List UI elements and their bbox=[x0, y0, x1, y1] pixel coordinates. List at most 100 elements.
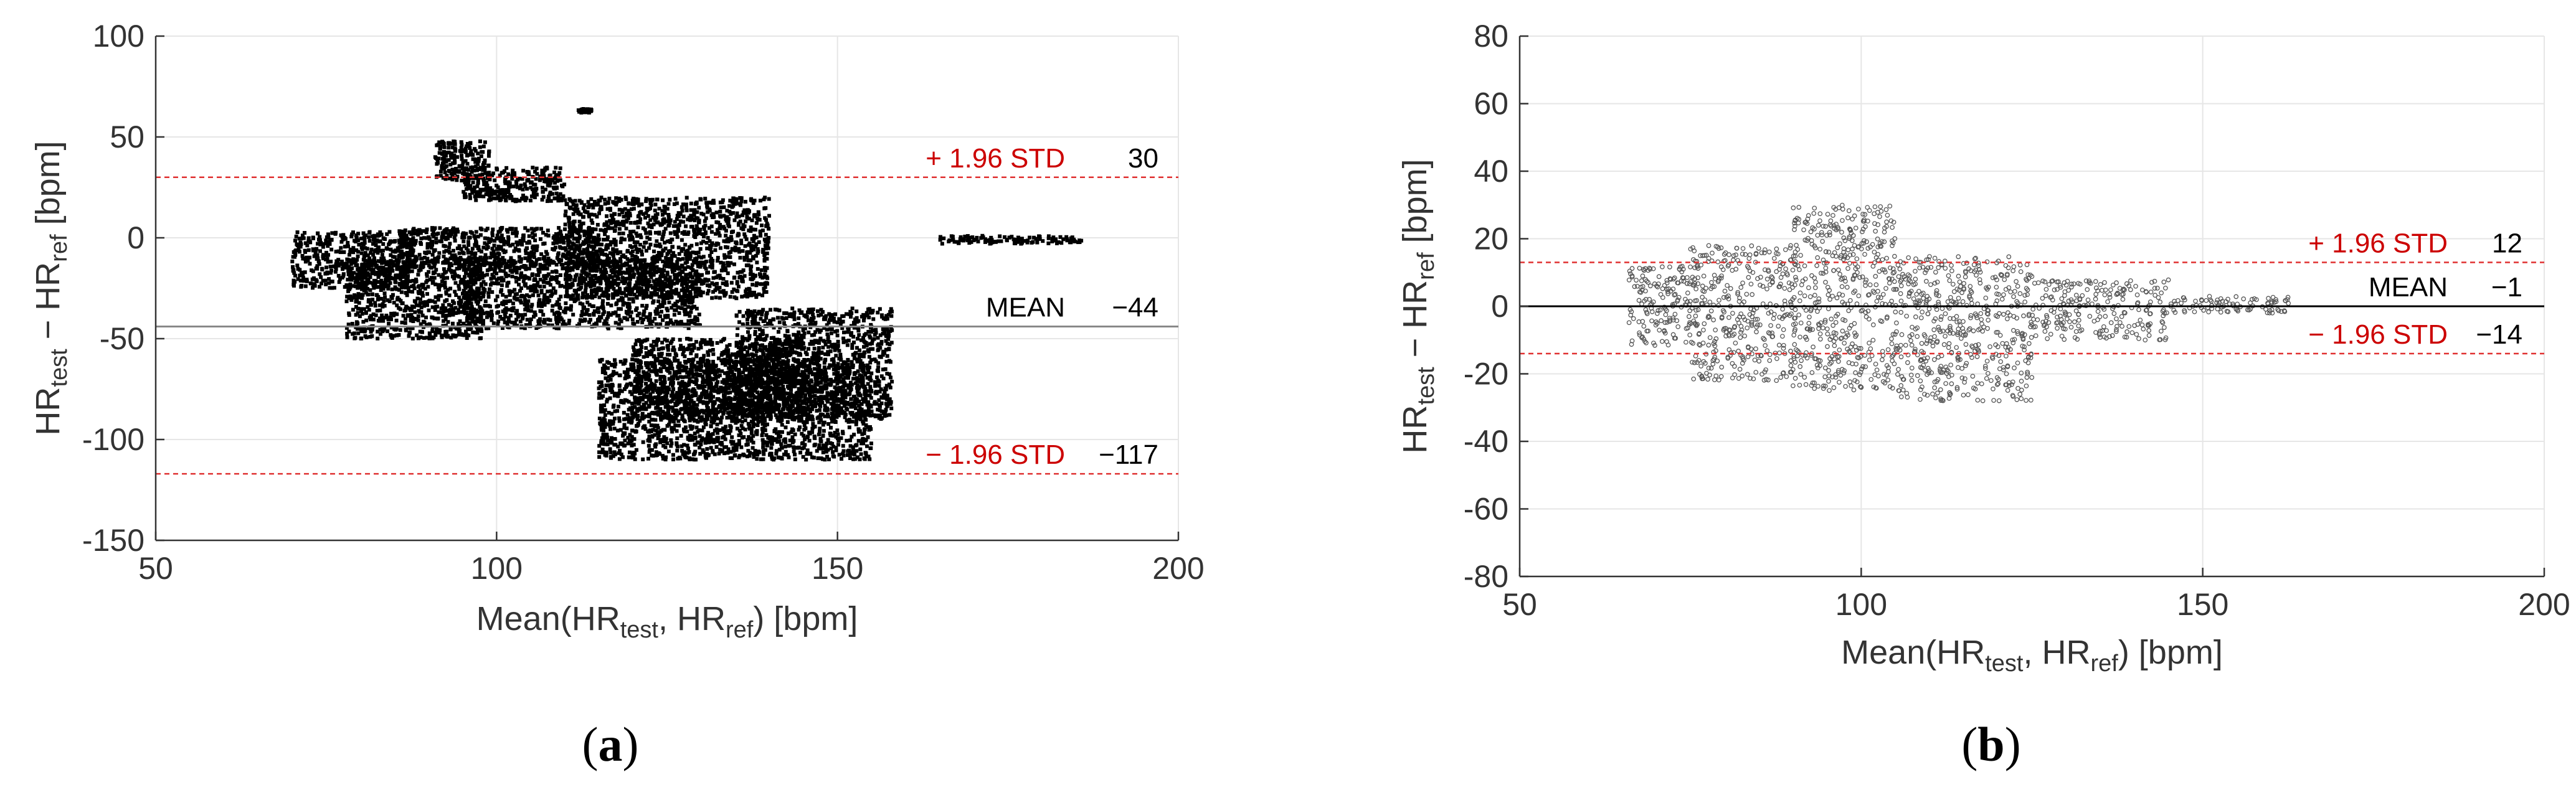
data-point bbox=[476, 294, 480, 298]
data-point bbox=[520, 293, 524, 298]
data-point bbox=[366, 266, 371, 271]
data-point bbox=[849, 450, 853, 454]
data-point bbox=[377, 259, 381, 263]
data-point bbox=[554, 311, 559, 315]
data-point bbox=[475, 302, 480, 306]
data-point bbox=[457, 266, 462, 271]
data-point bbox=[360, 312, 364, 316]
data-point bbox=[445, 260, 450, 265]
data-point bbox=[420, 261, 424, 265]
data-point bbox=[754, 245, 758, 249]
data-point bbox=[490, 318, 494, 322]
data-point bbox=[595, 256, 600, 260]
data-point bbox=[575, 273, 579, 277]
data-point bbox=[681, 281, 686, 286]
data-point bbox=[710, 281, 714, 285]
data-point bbox=[523, 303, 527, 307]
data-point bbox=[765, 237, 770, 241]
data-point bbox=[416, 273, 420, 277]
data-point bbox=[491, 262, 495, 266]
data-point bbox=[594, 202, 599, 207]
data-point bbox=[703, 441, 708, 445]
data-point bbox=[764, 206, 768, 210]
data-point bbox=[428, 298, 432, 303]
data-point bbox=[624, 197, 628, 202]
data-point bbox=[568, 235, 572, 239]
data-point bbox=[664, 455, 668, 459]
data-point bbox=[379, 288, 383, 292]
data-point bbox=[674, 303, 678, 308]
data-point bbox=[624, 227, 628, 231]
data-point bbox=[386, 298, 390, 303]
data-point bbox=[724, 233, 728, 238]
data-point bbox=[344, 284, 349, 289]
data-point bbox=[762, 253, 767, 257]
data-point bbox=[511, 259, 515, 263]
data-point bbox=[575, 207, 580, 212]
data-point bbox=[485, 315, 489, 319]
data-point bbox=[363, 246, 367, 250]
data-point bbox=[340, 275, 344, 280]
data-point bbox=[476, 316, 480, 321]
data-point bbox=[719, 260, 723, 265]
data-point bbox=[319, 275, 323, 280]
data-point bbox=[618, 269, 622, 273]
data-point bbox=[670, 430, 675, 434]
data-point bbox=[473, 251, 478, 255]
data-point bbox=[677, 311, 681, 315]
data-point bbox=[530, 263, 534, 268]
data-point bbox=[312, 276, 316, 280]
data-point bbox=[720, 380, 724, 384]
data-point bbox=[708, 243, 713, 248]
data-point bbox=[573, 254, 577, 258]
data-point bbox=[556, 238, 560, 242]
data-point bbox=[410, 326, 415, 331]
data-point bbox=[595, 269, 599, 273]
data-point bbox=[518, 289, 522, 293]
data-point bbox=[466, 243, 471, 247]
data-point bbox=[738, 255, 742, 260]
data-point bbox=[524, 251, 528, 255]
data-point bbox=[312, 254, 316, 258]
data-point bbox=[851, 447, 855, 451]
data-point bbox=[545, 266, 549, 271]
data-point bbox=[699, 442, 703, 446]
data-point bbox=[718, 246, 722, 250]
data-point bbox=[684, 195, 689, 200]
data-point bbox=[563, 213, 567, 217]
data-point bbox=[624, 211, 628, 215]
data-point bbox=[362, 280, 367, 284]
data-point bbox=[616, 281, 620, 286]
data-point bbox=[680, 388, 684, 393]
data-point bbox=[443, 306, 448, 311]
data-point bbox=[398, 328, 402, 332]
data-point bbox=[381, 319, 386, 323]
data-point bbox=[500, 288, 504, 292]
data-point bbox=[404, 291, 409, 295]
data-point bbox=[587, 320, 592, 324]
data-point bbox=[622, 237, 627, 242]
data-point bbox=[462, 235, 466, 240]
data-point bbox=[502, 258, 506, 263]
data-point bbox=[746, 210, 750, 214]
data-point bbox=[677, 320, 681, 324]
data-point bbox=[362, 235, 367, 239]
data-point bbox=[846, 383, 850, 387]
data-point bbox=[576, 283, 580, 287]
data-point bbox=[755, 432, 759, 436]
data-point bbox=[344, 326, 349, 330]
data-point bbox=[734, 198, 739, 202]
data-point bbox=[569, 247, 574, 251]
data-point bbox=[709, 245, 713, 250]
data-point bbox=[751, 434, 755, 438]
data-point bbox=[473, 321, 477, 326]
data-point bbox=[747, 288, 752, 292]
data-point bbox=[760, 427, 764, 431]
data-point bbox=[539, 263, 543, 268]
data-point bbox=[414, 238, 418, 243]
data-point bbox=[467, 313, 471, 317]
data-point bbox=[668, 239, 672, 243]
data-point bbox=[602, 273, 607, 277]
data-point bbox=[340, 235, 344, 239]
data-point bbox=[807, 412, 811, 416]
